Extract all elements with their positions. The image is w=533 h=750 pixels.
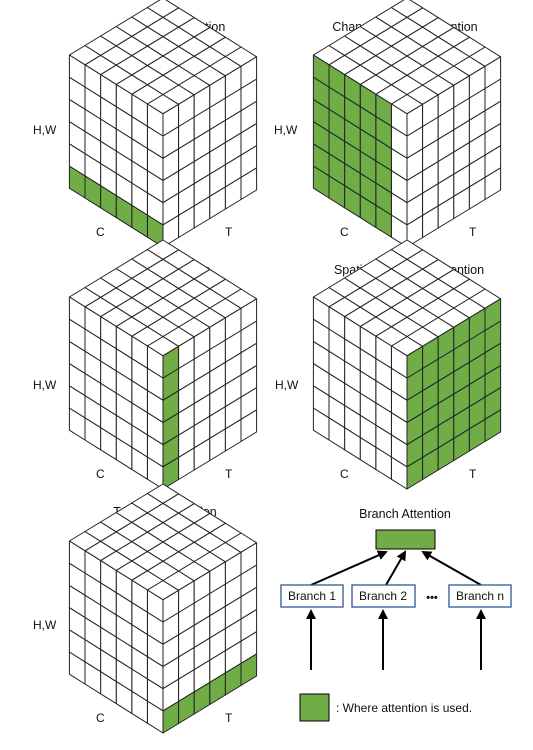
cube-spatial-temporal-attention bbox=[312, 239, 502, 490]
axis-label-hw: H,W bbox=[274, 123, 298, 137]
cube-cell-right bbox=[484, 298, 502, 331]
cube-cell-left bbox=[312, 296, 330, 330]
cube-channel-attention bbox=[68, 0, 258, 248]
cube-cell-left bbox=[312, 54, 330, 88]
arrow-branch-2-to-attention bbox=[385, 550, 406, 586]
cube-cell-top bbox=[146, 483, 180, 504]
arrow-branch-1-to-attention bbox=[310, 550, 388, 586]
cube-cell-right bbox=[484, 56, 502, 89]
arrow-branch-n-to-attention bbox=[421, 551, 482, 586]
panel-title-branch: Branch Attention bbox=[359, 507, 451, 521]
axis-label-hw: H,W bbox=[33, 378, 57, 392]
branch-attention-diagram: Branch 1 Branch 2 ••• Branch n bbox=[280, 529, 512, 670]
cube-cell-left bbox=[68, 540, 86, 574]
cube-cell-right bbox=[240, 542, 258, 575]
axis-label-c: C bbox=[340, 225, 349, 239]
cube-cell-left bbox=[68, 54, 86, 88]
axis-label-hw: H,W bbox=[33, 618, 57, 632]
axis-label-c: C bbox=[96, 711, 105, 725]
axis-label-t: T bbox=[225, 711, 233, 725]
cube-cell-top bbox=[146, 0, 180, 18]
branch-label-1: Branch 1 bbox=[288, 589, 336, 603]
axis-label-c: C bbox=[340, 467, 349, 481]
axis-label-t: T bbox=[225, 225, 233, 239]
axis-label-c: C bbox=[96, 467, 105, 481]
cube-spatial-attention bbox=[68, 239, 258, 490]
branch-ellipsis: ••• bbox=[426, 592, 438, 604]
cube-cell-right bbox=[240, 56, 258, 89]
axis-label-hw: H,W bbox=[275, 378, 299, 392]
axis-label-hw: H,W bbox=[33, 123, 57, 137]
axis-label-c: C bbox=[96, 225, 105, 239]
cube-cell-top bbox=[146, 239, 180, 260]
legend-text: : Where attention is used. bbox=[336, 701, 472, 715]
branch-label-n: Branch n bbox=[456, 589, 504, 603]
cube-cell-top bbox=[390, 239, 424, 260]
legend: : Where attention is used. bbox=[299, 693, 472, 722]
legend-swatch bbox=[299, 693, 330, 722]
cube-temporal-attention bbox=[68, 483, 258, 734]
branch-box-n bbox=[448, 584, 512, 608]
cube-cell-right bbox=[240, 298, 258, 331]
axis-label-t: T bbox=[469, 467, 477, 481]
attention-output-box bbox=[375, 529, 436, 550]
cube-cell-top bbox=[390, 0, 424, 18]
cube-cell-left bbox=[68, 296, 86, 330]
cube-channel-spatial-attention bbox=[312, 0, 502, 248]
branch-label-2: Branch 2 bbox=[359, 589, 407, 603]
axis-label-t: T bbox=[469, 225, 477, 239]
branch-box-2 bbox=[351, 584, 416, 608]
axis-label-t: T bbox=[225, 467, 233, 481]
branch-box-1 bbox=[280, 584, 344, 608]
